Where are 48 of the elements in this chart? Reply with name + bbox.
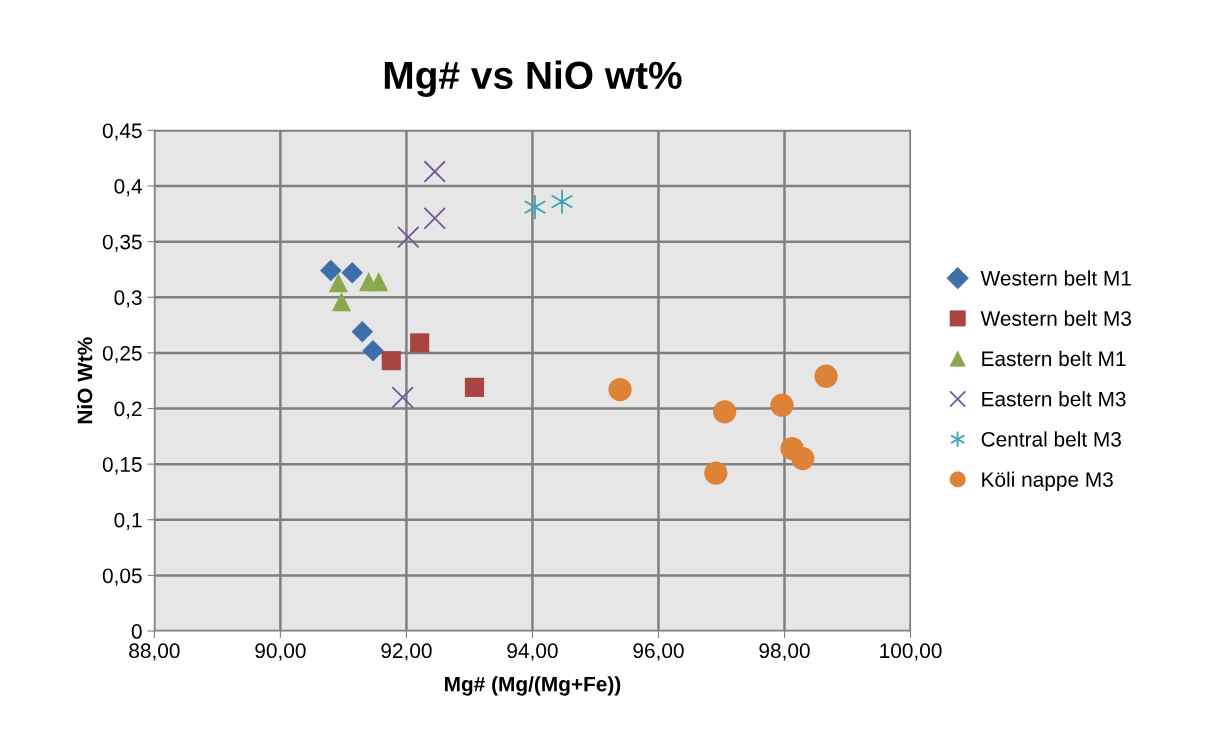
y-tick-label: 0,2 xyxy=(114,401,142,419)
point xyxy=(704,461,728,485)
point xyxy=(608,377,632,402)
x-axis-title: Mg# (Mg/(Mg+Fe)) xyxy=(445,676,621,696)
x-tick-label: 92,00 xyxy=(381,643,432,661)
y-axis-title: NiO Wt% xyxy=(77,337,93,424)
y-tick-label: 0,45 xyxy=(102,123,142,141)
legend-label: Eastern belt M3 xyxy=(982,391,1126,407)
point xyxy=(328,273,348,293)
point xyxy=(524,195,546,220)
point xyxy=(362,339,384,362)
point xyxy=(331,292,352,312)
point xyxy=(551,189,573,214)
point xyxy=(341,262,363,284)
y-tick-label: 0,35 xyxy=(102,234,142,252)
point xyxy=(397,225,420,249)
x-tick-label: 96,00 xyxy=(633,643,684,661)
point xyxy=(713,400,737,424)
point xyxy=(320,259,342,282)
point xyxy=(423,207,446,230)
x-tick-label: 100,00 xyxy=(880,643,942,661)
point xyxy=(770,393,794,417)
chart-title: Mg# vs NiO wt% xyxy=(384,60,682,97)
x-tick-label: 88,00 xyxy=(129,643,180,661)
point xyxy=(791,446,815,471)
point xyxy=(369,272,389,292)
x-tick-label: 90,00 xyxy=(255,643,306,661)
point xyxy=(391,386,414,409)
point xyxy=(814,364,838,388)
y-tick-label: 0,3 xyxy=(114,290,142,308)
y-tick-label: 0,25 xyxy=(102,345,142,364)
x-tick-label: 94,00 xyxy=(507,643,558,661)
point xyxy=(464,377,485,397)
y-tick-label: 0 xyxy=(131,624,142,639)
y-tick-label: 0,05 xyxy=(102,568,142,586)
y-tick-label: 0,4 xyxy=(114,179,142,197)
point xyxy=(381,351,401,371)
legend-label: Eastern belt M1 xyxy=(982,350,1126,367)
legend-label: Western belt M3 xyxy=(980,310,1131,326)
point xyxy=(351,320,374,343)
y-tick-label: 0,1 xyxy=(114,512,142,530)
point xyxy=(423,160,446,183)
legend-label: Köli nappe M3 xyxy=(982,471,1113,492)
legend-label: Central belt M3 xyxy=(981,431,1121,447)
x-tick-label: 98,00 xyxy=(759,643,810,661)
point xyxy=(410,333,430,353)
y-tick-label: 0,15 xyxy=(102,457,142,475)
legend-label: Western belt M1 xyxy=(980,270,1131,286)
